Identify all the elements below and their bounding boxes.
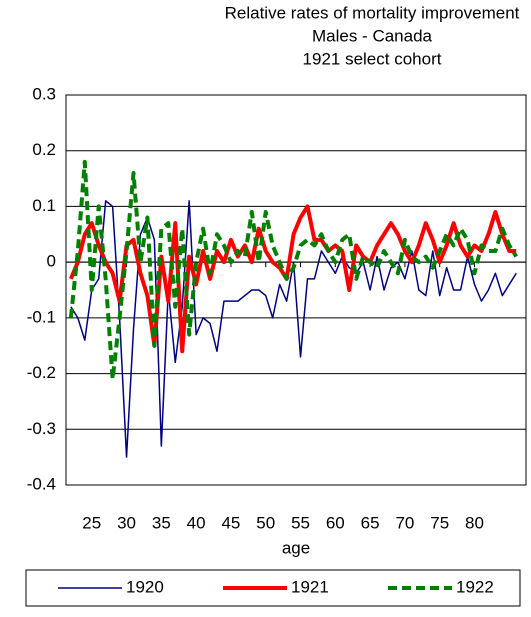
x-tick-label: 80 (465, 513, 484, 532)
legend-label: 1921 (291, 577, 329, 596)
chart-title: Relative rates of mortality improvement (225, 3, 520, 22)
x-tick-label: 65 (361, 513, 380, 532)
y-tick-label: -0.2 (27, 363, 56, 382)
chart-title: Males - Canada (312, 26, 433, 45)
series-line (70, 200, 517, 458)
x-tick-label: 25 (82, 513, 101, 532)
x-tick-label: 60 (326, 513, 345, 532)
series-line (68, 159, 518, 382)
x-tick-label: 55 (291, 513, 310, 532)
chart-title: 1921 select cohort (303, 49, 442, 68)
series-line (69, 204, 517, 354)
y-tick-label: -0.4 (27, 474, 56, 493)
legend-label: 1922 (456, 577, 494, 596)
y-tick-label: 0.1 (32, 196, 56, 215)
y-tick-label: 0.3 (32, 84, 56, 103)
x-tick-label: 75 (430, 513, 449, 532)
x-tick-label: 45 (221, 513, 240, 532)
x-tick-label: 40 (187, 513, 206, 532)
x-tick-label: 50 (256, 513, 275, 532)
x-tick-label: 35 (152, 513, 171, 532)
y-tick-label: 0.2 (32, 140, 56, 159)
x-tick-label: 70 (395, 513, 414, 532)
legend-label: 1920 (126, 577, 164, 596)
x-axis-label: age (282, 538, 310, 557)
x-tick-label: 30 (117, 513, 136, 532)
y-tick-label: 0 (47, 252, 56, 271)
y-tick-label: -0.3 (27, 419, 56, 438)
y-tick-label: -0.1 (27, 307, 56, 326)
